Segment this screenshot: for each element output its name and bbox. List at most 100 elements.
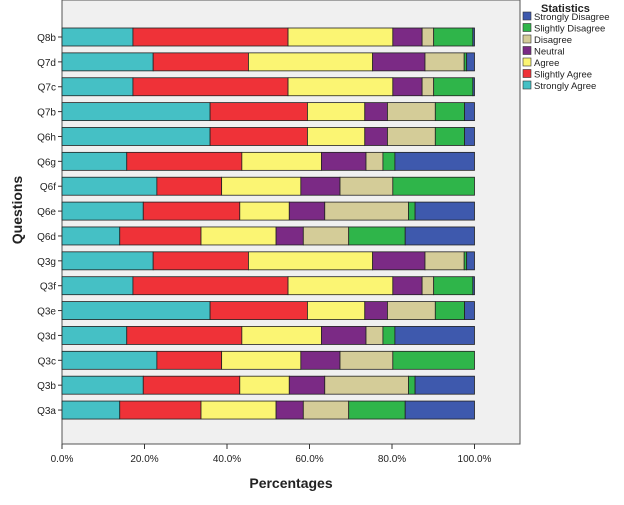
bar-segment-Q6d-slightly-disagree (348, 226, 406, 246)
y-tick-label: Q3g (37, 257, 56, 268)
legend-swatch (522, 46, 532, 55)
y-tick-label: Q6e (37, 207, 56, 218)
bar-segment-Q6g-neutral (321, 151, 367, 171)
x-tick-label: 60.0% (295, 454, 323, 465)
bar-segment-Q3b-strongly-disagree (414, 375, 475, 395)
bar-segment-Q3c-agree (221, 350, 302, 370)
bar-segment-Q8b-slightly-disagree (433, 27, 474, 47)
bar-segment-Q3e-disagree (387, 301, 436, 320)
bar-segment-Q8b-strongly-disagree (472, 27, 475, 47)
bar-segment-Q6g-strongly-agree (61, 151, 128, 171)
bar-segment-Q6f-strongly-agree (61, 176, 158, 196)
bar-segment-Q3d-strongly-disagree (394, 326, 475, 345)
bar-segment-Q7c-strongly-agree (61, 77, 134, 97)
bar-segment-Q6g-slightly-disagree (382, 151, 396, 171)
bar-segment-Q3a-strongly-agree (61, 400, 121, 420)
bar-segment-Q7d-strongly-disagree (466, 52, 475, 72)
legend-swatch (522, 23, 532, 32)
bar-segment-Q7b-strongly-agree (61, 102, 211, 122)
x-tick-label: 0.0% (51, 454, 74, 465)
legend-label: Disagree (534, 35, 572, 46)
legend-swatch (522, 69, 532, 78)
bar-segment-Q6e-agree (239, 201, 290, 221)
bar-segment-Q6h-agree (307, 127, 366, 146)
bar-segment-Q3e-strongly-disagree (464, 301, 475, 320)
y-tick-label: Q6d (37, 232, 56, 243)
bar-segment-Q7d-agree (248, 52, 374, 72)
bar-segment-Q3g-slightly-agree (152, 251, 249, 271)
bar-segment-Q3a-agree (200, 400, 277, 420)
bar-segment-Q7b-agree (307, 102, 366, 122)
bar-segment-Q3g-neutral (372, 251, 426, 271)
bar-segment-Q6d-slightly-agree (119, 226, 202, 246)
bar-segment-Q6d-agree (200, 226, 277, 246)
bar-segment-Q3a-slightly-agree (119, 400, 202, 420)
y-tick-label: Q8b (37, 33, 56, 44)
bar-segment-Q3f-strongly-agree (61, 276, 134, 296)
legend-swatch (522, 80, 532, 90)
legend-label: Slightly Agree (534, 70, 592, 81)
bar-segment-Q7d-slightly-agree (152, 52, 249, 72)
bar-segment-Q6g-agree (241, 151, 322, 171)
bar-segment-Q7c-strongly-disagree (472, 77, 475, 97)
x-tick-label: 40.0% (213, 454, 241, 465)
bar-segment-Q6d-strongly-agree (61, 226, 121, 246)
bar-segment-Q8b-agree (287, 27, 394, 47)
bar-segment-Q3a-disagree (302, 400, 350, 420)
bar-segment-Q3f-strongly-disagree (472, 276, 475, 296)
bar-segment-Q6f-slightly-disagree (392, 176, 475, 196)
bar-segment-Q3f-slightly-disagree (433, 276, 474, 296)
y-tick-label: Q3c (38, 356, 56, 367)
plot-area (61, 0, 521, 445)
y-tick-label: Q7d (37, 58, 56, 69)
bar-segment-Q6h-slightly-disagree (434, 127, 466, 146)
x-tick-label: 20.0% (130, 454, 158, 465)
bar-segment-Q7b-slightly-disagree (434, 102, 466, 122)
legend-swatch (522, 57, 532, 67)
bar-segment-Q3b-strongly-agree (61, 375, 144, 395)
bar-segment-Q3f-slightly-agree (132, 276, 289, 296)
bar-segment-Q6e-strongly-disagree (414, 201, 475, 221)
x-tick-label: 80.0% (378, 454, 406, 465)
bar-segment-Q3e-slightly-disagree (434, 301, 466, 320)
bar-segment-Q3b-slightly-agree (142, 375, 241, 395)
bar-segment-Q3g-strongly-disagree (466, 251, 475, 271)
bar-segment-Q3d-slightly-agree (126, 326, 243, 345)
bar-segment-Q6d-neutral (275, 226, 304, 246)
bar-segment-Q6f-slightly-agree (156, 176, 223, 196)
bar-segment-Q7c-neutral (392, 77, 423, 97)
bar-segment-Q3f-disagree (421, 276, 435, 296)
bar-segment-Q8b-disagree (421, 27, 435, 47)
bar-segment-Q7b-disagree (387, 102, 436, 122)
legend-label: Strongly Disagree (534, 12, 610, 23)
y-tick-label: Q6f (40, 182, 56, 193)
bar-segment-Q6h-neutral (364, 127, 388, 146)
bar-segment-Q8b-slightly-agree (132, 27, 289, 47)
bar-segment-Q6e-slightly-agree (142, 201, 241, 221)
y-tick-label: Q3d (37, 331, 56, 342)
legend-label: Strongly Agree (534, 81, 596, 92)
bar-segment-Q3d-neutral (321, 326, 367, 345)
bar-segment-Q3a-slightly-disagree (348, 400, 406, 420)
bar-segment-Q3e-neutral (364, 301, 388, 320)
y-axis-label: Questions (9, 176, 25, 245)
y-tick-label: Q6h (37, 132, 56, 143)
bar-segment-Q6f-neutral (300, 176, 341, 196)
bar-segment-Q3f-neutral (392, 276, 423, 296)
bar-segment-Q8b-neutral (392, 27, 423, 47)
bar-segment-Q3b-agree (239, 375, 290, 395)
y-tick-label: Q7b (37, 108, 56, 119)
bar-segment-Q7d-neutral (372, 52, 426, 72)
bar-segment-Q6h-slightly-agree (209, 127, 308, 146)
bar-segment-Q7b-strongly-disagree (464, 102, 475, 122)
bar-segment-Q6e-neutral (288, 201, 326, 221)
bar-segment-Q3d-slightly-disagree (382, 326, 396, 345)
y-tick-label: Q7c (38, 83, 56, 94)
bar-segment-Q3c-strongly-agree (61, 350, 158, 370)
legend-label: Slightly Disagree (534, 24, 605, 35)
legend-swatch (522, 11, 532, 21)
bar-segment-Q6d-strongly-disagree (404, 226, 475, 246)
bar-segment-Q6f-agree (221, 176, 302, 196)
x-tick-label: 100.0% (458, 454, 492, 465)
